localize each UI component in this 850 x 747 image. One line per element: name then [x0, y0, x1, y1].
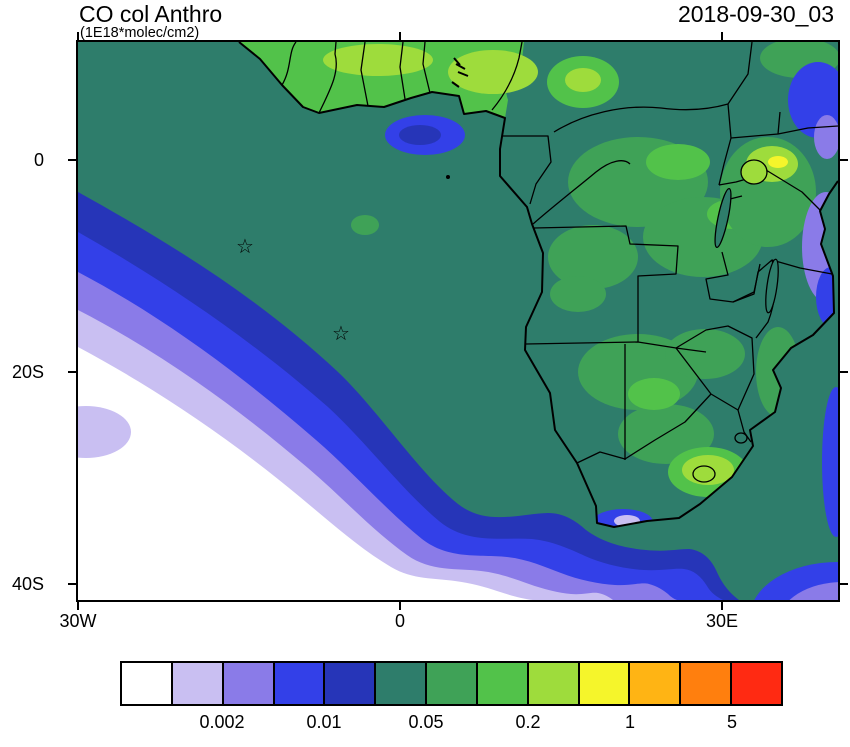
- x-axis-tick-label-30e: 30E: [705, 611, 739, 631]
- x-axis-tick: [77, 602, 79, 610]
- x-axis-tick: [721, 32, 723, 40]
- colorbar-cell: [475, 663, 527, 704]
- x-axis-tick: [399, 602, 401, 610]
- y-axis-tick-label-20s: 20S: [11, 362, 44, 382]
- colorbar: [120, 661, 783, 706]
- star-marker: ☆: [236, 236, 254, 258]
- green-patch: [448, 50, 538, 94]
- lake-victoria: [740, 159, 768, 185]
- terrain-marks: [451, 57, 469, 88]
- lakes: [714, 159, 779, 314]
- colorbar-tick-label: 0.002: [199, 712, 245, 732]
- colorbar-cell: [323, 663, 375, 704]
- map-plot-area: ☆ ☆: [78, 42, 838, 600]
- x-axis-tick-label-0: 0: [394, 611, 405, 631]
- ocean-green-speck: [351, 215, 379, 235]
- lake-malawi: [765, 258, 779, 314]
- y-axis-tick: [840, 583, 848, 585]
- colorbar-tick-label: 0.05: [408, 712, 444, 732]
- colorbar-cell: [679, 663, 731, 704]
- plot-units-label: (1E18*molec/cm2): [80, 25, 200, 41]
- y-axis-tick: [840, 371, 848, 373]
- colorbar-cell: [628, 663, 680, 704]
- colorbar-tick-label: 1: [624, 712, 635, 732]
- lake-tanganyika: [714, 187, 732, 249]
- green-patch: [548, 225, 638, 289]
- y-axis-tick: [68, 583, 76, 585]
- colorbar-cell: [425, 663, 476, 704]
- colorbar-tick-label: 5: [726, 712, 737, 732]
- green-patch: [682, 455, 734, 485]
- se-corner-periwinkle: [789, 582, 838, 600]
- land-contour-fills: [239, 42, 838, 527]
- colorbar-cell: [374, 663, 426, 704]
- colorbar-cell: [122, 663, 171, 704]
- gulf-blue-core: [399, 125, 441, 145]
- star-marker: ☆: [332, 323, 350, 345]
- x-axis-tick-label-30w: 30W: [59, 611, 97, 631]
- green-patch: [646, 144, 710, 180]
- coastline: [238, 42, 838, 528]
- green-patch: [550, 276, 606, 312]
- plot-timestamp: 2018-09-30_03: [677, 1, 834, 27]
- highland-blue-patch: [816, 267, 838, 327]
- east-edge-blue-strip: [822, 387, 838, 537]
- colorbar-tick-label: 0.01: [306, 712, 342, 732]
- x-axis-tick: [399, 32, 401, 40]
- y-axis-tick: [840, 159, 848, 161]
- y-axis-tick-label-0: 0: [33, 150, 44, 170]
- green-patch: [323, 44, 433, 76]
- colorbar-cell: [526, 663, 578, 704]
- green-patch: [665, 329, 745, 379]
- guinea-coast-green-band: [239, 42, 524, 118]
- y-axis-tick: [68, 371, 76, 373]
- x-axis-tick: [77, 32, 79, 40]
- y-axis-tick-label-40s: 40S: [11, 574, 44, 594]
- yellow-patch: [768, 156, 788, 168]
- green-patch: [565, 68, 601, 92]
- colorbar-cell: [170, 663, 222, 704]
- colorbar-cell: [221, 663, 273, 704]
- y-axis-tick: [68, 159, 76, 161]
- green-patch: [628, 378, 680, 410]
- contour-notch-lavender: [78, 406, 131, 458]
- map-svg: ☆ ☆: [78, 42, 838, 600]
- island-dot: [446, 175, 450, 179]
- plot-title: CO col Anthro: [79, 1, 223, 27]
- contour-region-white: [78, 347, 533, 600]
- colorbar-cell: [730, 663, 781, 704]
- x-axis-tick: [721, 602, 723, 610]
- colorbar-cell: [577, 663, 629, 704]
- colorbar-cell: [272, 663, 324, 704]
- colorbar-tick-label: 0.2: [515, 712, 541, 732]
